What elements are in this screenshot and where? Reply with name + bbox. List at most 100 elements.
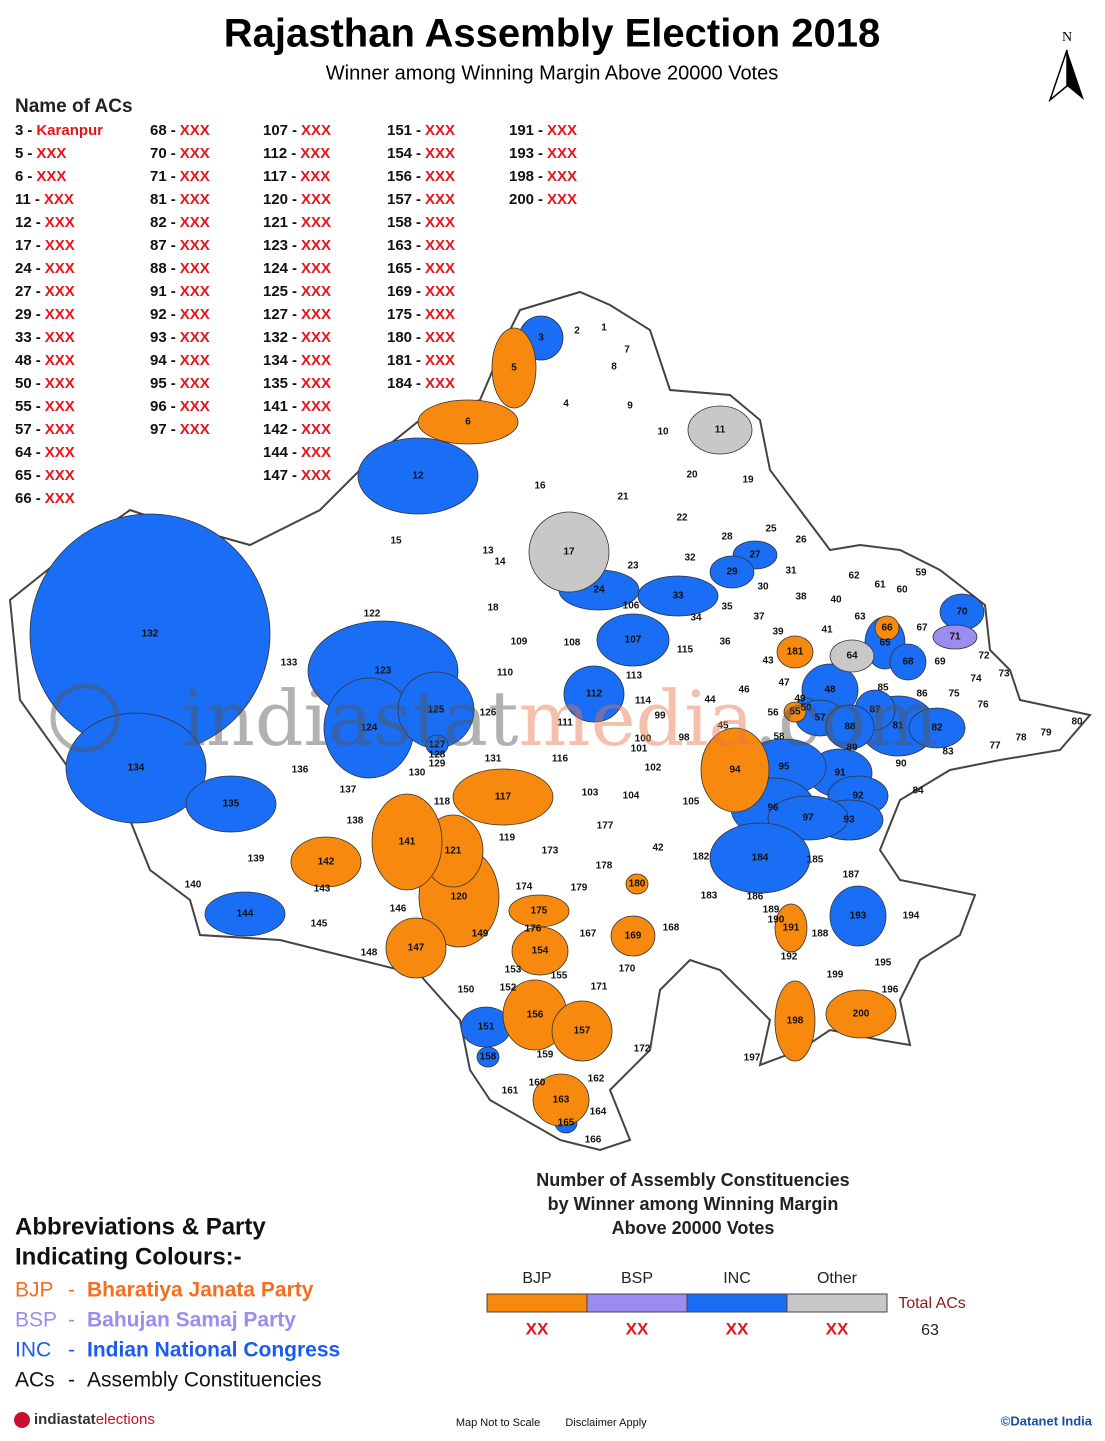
constituency-label: 83 <box>942 747 954 758</box>
constituency-label: 95 <box>778 762 790 773</box>
constituency-shape <box>889 643 927 681</box>
separator: - <box>36 398 41 415</box>
ac-list-item: 33- XXX <box>15 329 75 346</box>
ac-number: 88 <box>150 260 167 277</box>
separator: - <box>292 214 297 231</box>
ac-name: XXX <box>425 122 455 139</box>
constituency-label: 192 <box>781 952 798 963</box>
summary-title: by Winner among Winning Margin <box>548 1194 839 1214</box>
ac-name: XXX <box>425 145 455 162</box>
constituency-label: 167 <box>580 929 597 940</box>
ac-name: XXX <box>301 467 331 484</box>
separator: - <box>171 168 176 185</box>
separator: - <box>416 237 421 254</box>
constituency-label: 159 <box>537 1050 554 1061</box>
constituency-label: 164 <box>590 1107 607 1118</box>
ac-number: 147 <box>263 467 288 484</box>
constituency-label: 16 <box>534 481 546 492</box>
constituency-label: 38 <box>795 592 807 603</box>
constituency-label: 136 <box>292 765 309 776</box>
constituency-label: 141 <box>399 837 416 848</box>
ac-list-item: 6- XXX <box>15 168 66 185</box>
constituency-label: 123 <box>375 666 392 677</box>
ac-number: 154 <box>387 145 413 162</box>
ac-list-item: 82- XXX <box>150 214 210 231</box>
constituency-label: 128 <box>429 750 446 761</box>
constituency-shape <box>563 665 625 723</box>
constituency-label: 169 <box>625 931 642 942</box>
constituency-label: 34 <box>690 613 702 624</box>
ac-number: 64 <box>15 444 32 461</box>
constituency-shape <box>371 793 443 891</box>
separator: - <box>538 122 543 139</box>
constituency-shape <box>709 555 755 589</box>
constituency-shape <box>551 1000 613 1062</box>
ac-name: XXX <box>45 444 75 461</box>
separator: - <box>36 283 41 300</box>
constituency-label: 15 <box>390 536 402 547</box>
separator: - <box>171 329 176 346</box>
constituency-label: 19 <box>742 475 754 486</box>
ac-list-item: 142- XXX <box>263 421 331 438</box>
constituency-label: 166 <box>585 1135 602 1146</box>
constituency-shape <box>204 891 286 937</box>
separator: - <box>36 329 41 346</box>
separator: - <box>27 145 32 162</box>
ac-number: 125 <box>263 283 288 300</box>
constituency-label: 50 <box>800 703 812 714</box>
constituency-label: 63 <box>854 612 866 623</box>
separator: - <box>291 145 296 162</box>
ac-number: 158 <box>387 214 412 231</box>
constituency-label: 45 <box>717 721 729 732</box>
separator: - <box>416 329 421 346</box>
constituency-label: 191 <box>783 923 800 934</box>
constituency-label: 112 <box>586 689 603 700</box>
ac-list-item: 127- XXX <box>263 306 331 323</box>
constituency-label: 20 <box>686 470 698 481</box>
ac-list-item: 87- XXX <box>150 237 210 254</box>
constituency-label: 6 <box>465 417 471 428</box>
constituency-label: 75 <box>948 689 960 700</box>
constituency-label: 148 <box>361 948 378 959</box>
ac-name: XXX <box>180 214 210 231</box>
separator: - <box>171 237 176 254</box>
ac-name: XXX <box>425 375 455 392</box>
constituency-label: 107 <box>625 635 642 646</box>
constituency-label: 1 <box>601 323 607 334</box>
constituency-label: 55 <box>789 707 801 718</box>
constituency-label: 44 <box>704 695 716 706</box>
constituency-shape <box>508 894 570 928</box>
constituency-shape <box>491 327 537 409</box>
constituency-label: 168 <box>663 923 680 934</box>
ac-number: 33 <box>15 329 32 346</box>
ac-list-item: 124- XXX <box>263 260 331 277</box>
abbr-separator: - <box>68 1309 75 1332</box>
disclaimer: Disclaimer Apply <box>565 1417 647 1429</box>
separator: - <box>292 191 297 208</box>
brand-part: indiastat <box>34 1411 96 1428</box>
ac-name: XXX <box>45 421 75 438</box>
abbr-code: INC <box>15 1339 51 1362</box>
constituency-label: 151 <box>478 1022 495 1033</box>
constituency-label: 171 <box>591 982 608 993</box>
ac-number: 65 <box>15 467 32 484</box>
constituency-label: 5 <box>511 363 517 374</box>
watermark-part: .com <box>754 674 939 763</box>
summary-segment <box>786 1293 888 1313</box>
ac-name: XXX <box>36 168 66 185</box>
ac-number: 70 <box>150 145 167 162</box>
ac-name: XXX <box>45 467 75 484</box>
separator: - <box>416 352 421 369</box>
ac-name: XXX <box>180 191 210 208</box>
ac-list-item: 27- XXX <box>15 283 75 300</box>
ac-list-item: 181- XXX <box>387 352 455 369</box>
constituency-shape <box>932 624 978 650</box>
ac-list-item: 175- XXX <box>387 306 455 323</box>
summary-count: XX <box>526 1319 549 1338</box>
abbr-heading: Indicating Colours:- <box>15 1243 242 1270</box>
separator: - <box>36 352 41 369</box>
constituency-label: 103 <box>582 788 599 799</box>
ac-name: XXX <box>301 444 331 461</box>
ac-number: 93 <box>150 329 167 346</box>
separator: - <box>27 122 32 139</box>
